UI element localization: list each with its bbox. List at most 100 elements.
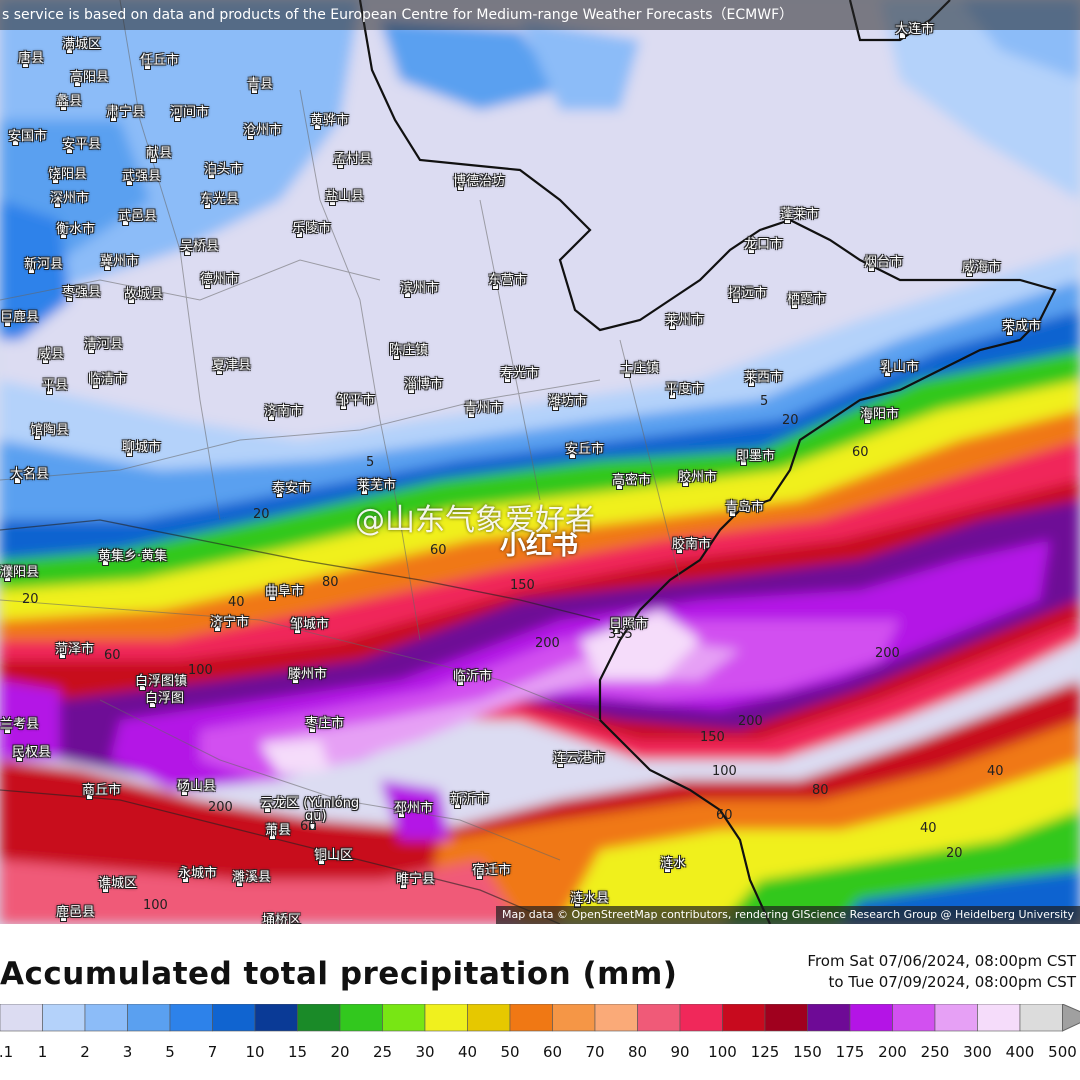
- city-label[interactable]: 宿迁市: [472, 863, 512, 878]
- city-label[interactable]: 莱芜市: [357, 478, 397, 493]
- city-label[interactable]: 胶州市: [678, 470, 718, 485]
- city-label[interactable]: 高阳县: [70, 70, 110, 85]
- city-label[interactable]: 青县: [247, 77, 274, 92]
- city-label[interactable]: 潍坊市: [548, 394, 588, 409]
- city-label[interactable]: 深州市: [50, 191, 90, 206]
- city-label[interactable]: 东营市: [488, 273, 528, 288]
- city-label[interactable]: 东光县: [200, 192, 240, 207]
- city-label[interactable]: 涟水: [660, 856, 687, 871]
- city-label[interactable]: 连云港市: [553, 751, 606, 766]
- city-label[interactable]: 乐陵市: [292, 221, 332, 236]
- city-label[interactable]: 安平县: [62, 137, 102, 152]
- city-label[interactable]: 满城区: [62, 37, 102, 52]
- city-label[interactable]: 临沂市: [453, 669, 493, 684]
- city-label[interactable]: 临清市: [88, 372, 128, 387]
- city-label[interactable]: 高密市: [612, 473, 652, 488]
- city-label[interactable]: 博德治坊: [453, 174, 506, 189]
- city-label[interactable]: 兰考县: [0, 717, 40, 732]
- city-label[interactable]: 陈庄镇: [389, 343, 429, 358]
- city-label[interactable]: 邹城市: [290, 617, 330, 632]
- city-label[interactable]: 即墨市: [736, 449, 776, 464]
- city-label[interactable]: 濮阳县: [0, 565, 40, 580]
- city-label[interactable]: 新河县: [24, 257, 64, 272]
- precipitation-map[interactable]: s service is based on data and products …: [0, 0, 1080, 924]
- city-label[interactable]: 武强县: [122, 169, 162, 184]
- city-label[interactable]: 唐县: [18, 51, 45, 66]
- city-label[interactable]: 涟水县: [570, 891, 610, 906]
- city-label[interactable]: 白浮图: [145, 691, 185, 706]
- city-label[interactable]: 安国市: [8, 129, 48, 144]
- city-label[interactable]: 荣成市: [1002, 319, 1042, 334]
- city-label[interactable]: 新沂市: [450, 792, 490, 807]
- city-label[interactable]: 谯城区: [98, 876, 138, 891]
- city-label[interactable]: 鹿邑县: [56, 905, 96, 920]
- city-label[interactable]: 衡水市: [56, 222, 96, 237]
- city-label[interactable]: 民权县: [12, 745, 52, 760]
- city-label[interactable]: 埇桥区: [262, 913, 302, 924]
- city-label[interactable]: 海阳市: [860, 407, 900, 422]
- city-label[interactable]: 商丘市: [82, 783, 122, 798]
- city-label[interactable]: 莱州市: [665, 313, 705, 328]
- city-label[interactable]: 云龙区 (Yúnlóng: [260, 796, 360, 811]
- city-label[interactable]: 济南市: [264, 404, 304, 419]
- city-label[interactable]: 萧县: [265, 823, 292, 838]
- city-label[interactable]: 武邑县: [118, 209, 158, 224]
- city-label[interactable]: 献县: [146, 146, 173, 161]
- city-label[interactable]: 任丘市: [140, 53, 180, 68]
- city-label[interactable]: 菏泽市: [55, 642, 95, 657]
- city-label[interactable]: 栖霞市: [787, 292, 827, 307]
- city-label[interactable]: 白浮图镇: [135, 674, 188, 689]
- city-label[interactable]: 清河县: [84, 337, 124, 352]
- city-label[interactable]: 邳州市: [394, 801, 434, 816]
- osm-attribution[interactable]: Map data © OpenStreetMap contributors, r…: [496, 906, 1080, 924]
- city-label[interactable]: 威海市: [962, 260, 1002, 275]
- city-label[interactable]: 威县: [38, 347, 65, 362]
- city-label[interactable]: 蠡县: [56, 94, 83, 109]
- city-label[interactable]: 烟台市: [864, 255, 904, 270]
- city-label[interactable]: 盐山县: [325, 189, 365, 204]
- city-label[interactable]: 安丘市: [565, 442, 605, 457]
- city-label[interactable]: 乳山市: [880, 360, 920, 375]
- city-label[interactable]: 青州市: [464, 401, 504, 416]
- city-label[interactable]: 莱西市: [744, 370, 784, 385]
- city-label[interactable]: 寿光市: [500, 366, 540, 381]
- city-label[interactable]: 大名县: [10, 467, 50, 482]
- city-label[interactable]: 招远市: [728, 286, 768, 301]
- city-label[interactable]: 泰安市: [272, 481, 312, 496]
- city-label[interactable]: 饶阳县: [48, 167, 88, 182]
- city-label[interactable]: 枣庄市: [305, 716, 345, 731]
- city-label[interactable]: 黄骅市: [310, 113, 350, 128]
- city-label[interactable]: 夏津县: [212, 358, 252, 373]
- city-label[interactable]: 沧州市: [243, 123, 283, 138]
- city-label[interactable]: 砀山县: [177, 779, 217, 794]
- city-label[interactable]: 濉溪县: [232, 870, 272, 885]
- city-label[interactable]: 永城市: [178, 866, 218, 881]
- city-label[interactable]: 吴桥县: [180, 239, 220, 254]
- city-label[interactable]: qū): [305, 809, 327, 824]
- city-label[interactable]: 滕州市: [288, 667, 328, 682]
- city-label[interactable]: 冀州市: [100, 254, 140, 269]
- city-label[interactable]: 平县: [42, 378, 69, 393]
- city-label[interactable]: 青岛市: [725, 500, 765, 515]
- city-label[interactable]: 故城县: [124, 287, 164, 302]
- city-label[interactable]: 铜山区: [314, 848, 354, 863]
- city-label[interactable]: 淄博市: [404, 377, 444, 392]
- city-label[interactable]: 德州市: [200, 272, 240, 287]
- city-label[interactable]: 泊头市: [204, 162, 244, 177]
- city-label[interactable]: 巨鹿县: [0, 310, 40, 325]
- city-label[interactable]: 孟村县: [333, 152, 373, 167]
- city-label[interactable]: 胶南市: [672, 537, 712, 552]
- city-label[interactable]: 曲阜市: [265, 584, 305, 599]
- city-label[interactable]: 龙口市: [744, 237, 784, 252]
- city-label[interactable]: 睢宁县: [396, 872, 436, 887]
- city-label[interactable]: 大连市: [895, 22, 935, 37]
- city-label[interactable]: 馆陶县: [30, 423, 70, 438]
- city-label[interactable]: 邹平市: [336, 393, 376, 408]
- city-label[interactable]: 枣强县: [62, 285, 102, 300]
- city-label[interactable]: 滨州市: [400, 281, 440, 296]
- city-label[interactable]: 肃宁县: [106, 105, 146, 120]
- city-label[interactable]: 黄集乡·黄集: [98, 549, 168, 564]
- city-label[interactable]: 聊城市: [122, 440, 162, 455]
- city-label[interactable]: 土庄镇: [620, 361, 660, 376]
- city-label[interactable]: 济宁市: [210, 615, 250, 630]
